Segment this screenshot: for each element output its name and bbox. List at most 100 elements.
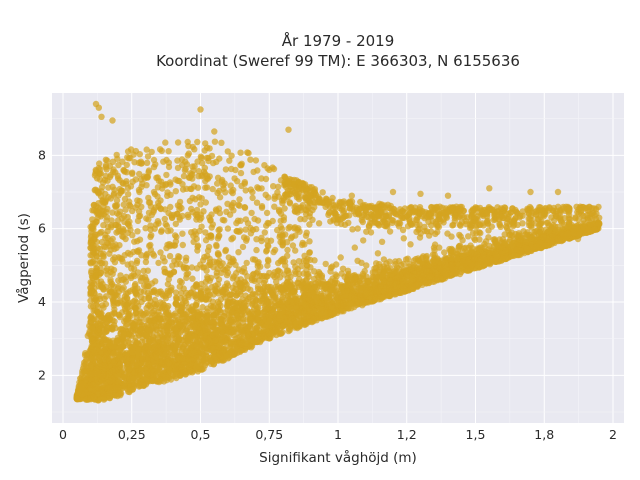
data-point xyxy=(125,314,132,322)
data-point xyxy=(295,312,303,320)
data-point xyxy=(126,331,133,338)
data-point xyxy=(142,258,150,266)
data-point xyxy=(357,285,364,292)
data-point xyxy=(189,163,196,170)
data-point xyxy=(263,248,270,255)
data-point xyxy=(381,269,388,276)
data-point xyxy=(256,335,263,343)
data-point xyxy=(156,329,164,337)
data-point xyxy=(422,280,430,287)
data-point xyxy=(398,283,406,290)
scatter-points xyxy=(73,100,603,404)
data-point xyxy=(139,311,147,318)
data-point xyxy=(322,294,329,301)
data-point xyxy=(409,275,417,283)
data-point xyxy=(410,261,417,269)
data-point xyxy=(363,262,370,269)
data-point xyxy=(194,138,201,146)
data-point xyxy=(211,138,219,145)
data-point xyxy=(174,139,182,146)
data-point xyxy=(102,300,110,308)
data-point xyxy=(351,276,358,283)
data-point xyxy=(388,277,395,284)
data-point xyxy=(289,302,296,309)
data-point xyxy=(180,285,187,292)
data-point xyxy=(467,249,475,256)
data-point xyxy=(125,338,132,345)
data-point xyxy=(221,217,228,224)
data-point xyxy=(261,229,268,236)
data-point xyxy=(465,258,472,265)
data-point xyxy=(327,268,334,275)
data-point xyxy=(351,244,358,251)
data-point xyxy=(279,304,287,311)
data-point xyxy=(318,300,326,307)
data-point xyxy=(322,260,329,268)
data-point xyxy=(236,196,243,203)
data-point xyxy=(172,176,179,183)
data-point xyxy=(172,188,179,195)
data-point xyxy=(430,244,438,251)
data-point xyxy=(129,349,137,356)
data-point xyxy=(244,332,252,339)
data-point xyxy=(339,265,347,272)
data-point xyxy=(515,230,523,237)
data-point xyxy=(490,243,497,250)
data-point xyxy=(237,169,245,177)
data-point xyxy=(354,257,361,264)
data-point xyxy=(341,273,348,280)
data-point xyxy=(204,247,212,254)
data-point xyxy=(334,302,341,309)
data-point xyxy=(159,336,167,343)
data-point xyxy=(186,197,194,205)
data-point xyxy=(165,148,172,155)
data-point xyxy=(433,276,441,283)
data-point xyxy=(501,238,509,246)
data-point xyxy=(371,281,378,288)
data-point xyxy=(191,146,198,153)
data-point xyxy=(285,225,292,232)
data-point xyxy=(74,395,81,403)
data-point xyxy=(134,217,142,225)
data-point xyxy=(418,258,426,266)
data-point xyxy=(344,305,352,312)
data-point xyxy=(347,293,355,300)
data-point xyxy=(416,265,423,272)
data-point xyxy=(432,258,439,266)
data-point xyxy=(116,242,123,249)
data-point xyxy=(182,257,190,264)
data-point xyxy=(452,270,459,277)
data-point xyxy=(497,244,504,251)
data-point xyxy=(280,214,288,221)
data-point xyxy=(386,258,393,265)
data-point xyxy=(480,255,488,262)
data-point xyxy=(513,246,520,253)
data-point xyxy=(326,309,333,317)
data-point xyxy=(296,295,303,302)
data-point xyxy=(501,255,508,262)
data-point xyxy=(266,298,273,306)
data-point xyxy=(216,321,223,328)
data-point xyxy=(216,194,224,201)
data-point xyxy=(523,245,531,252)
data-point xyxy=(482,238,490,245)
data-point xyxy=(312,294,320,302)
data-point xyxy=(452,254,460,261)
data-point xyxy=(405,271,412,278)
data-point xyxy=(489,257,496,264)
chart-title-line-1: År 1979 - 2019 xyxy=(282,31,395,50)
data-point xyxy=(376,261,383,268)
data-point xyxy=(162,139,169,146)
data-point xyxy=(218,336,225,344)
data-point xyxy=(342,282,350,289)
data-point xyxy=(183,161,191,168)
data-point xyxy=(157,249,164,256)
data-point xyxy=(447,247,454,254)
data-point xyxy=(362,291,369,298)
data-point xyxy=(314,272,321,279)
data-point xyxy=(248,209,255,217)
data-point xyxy=(222,166,230,173)
data-point xyxy=(404,255,411,262)
